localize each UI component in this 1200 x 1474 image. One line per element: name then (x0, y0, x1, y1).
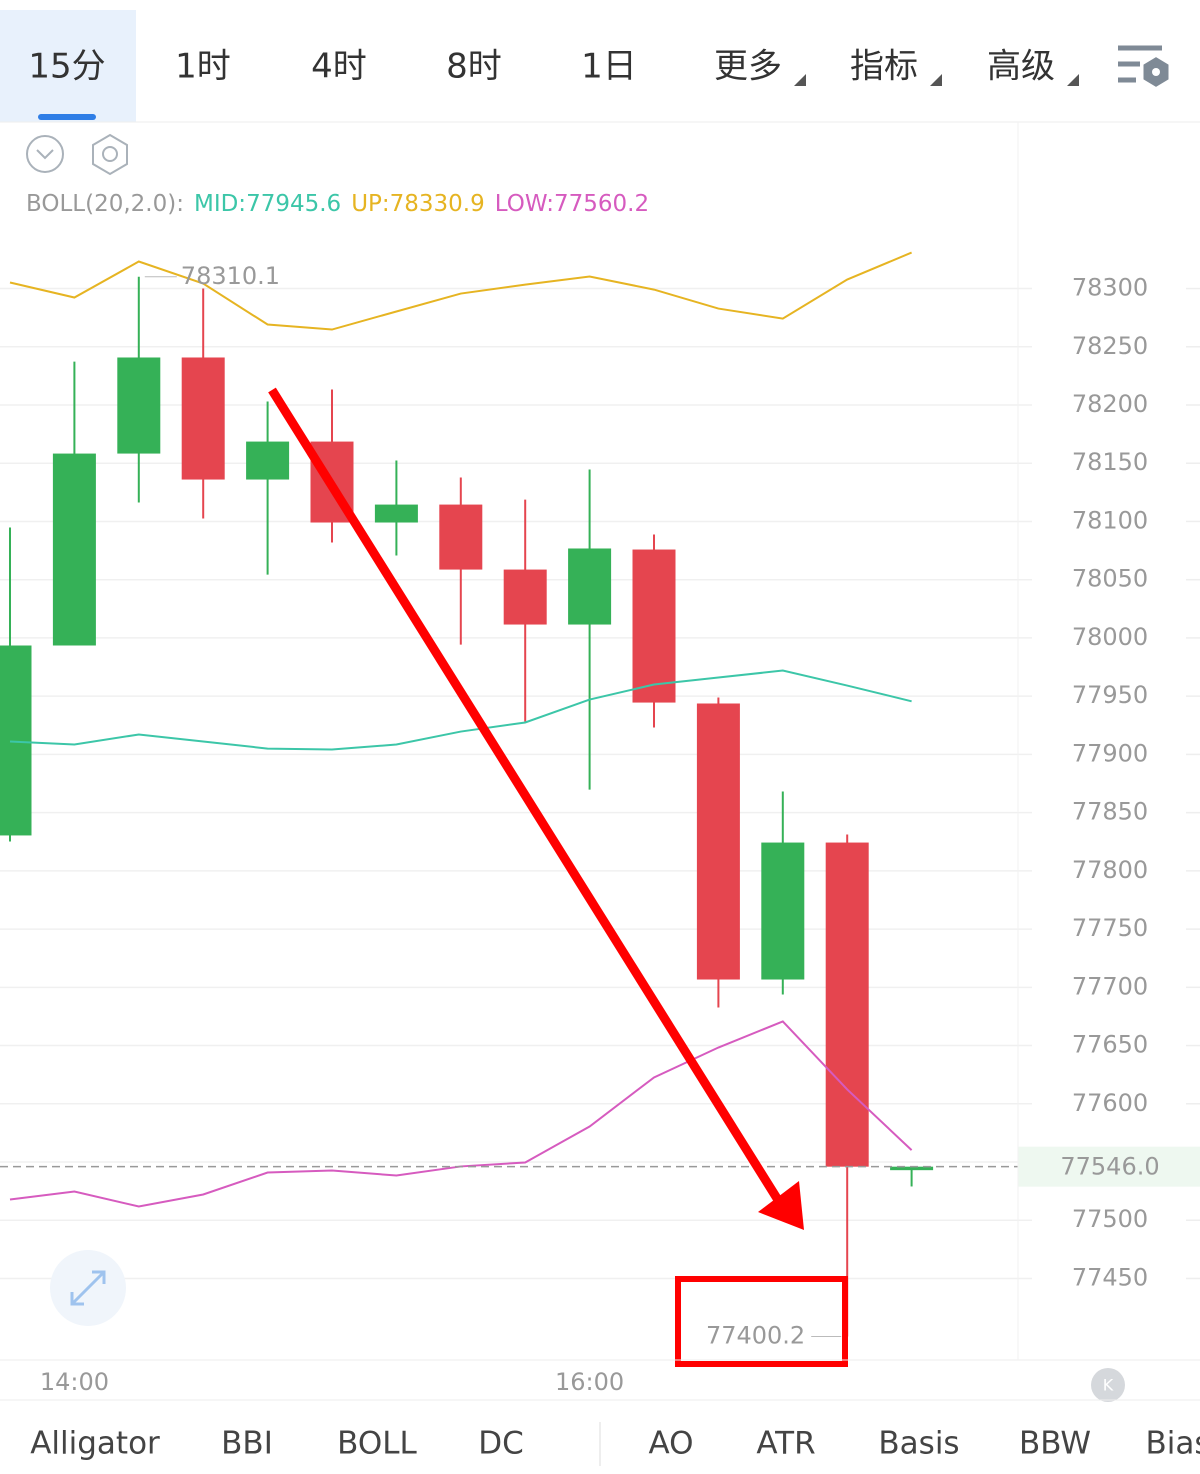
y-tick-label: 77450 (1072, 1263, 1148, 1291)
timeframe-tab[interactable]: 更多 (714, 47, 782, 87)
indicator-tabs: Alligator BBI BOLL DC AO ATR Basis BBW Bias (30, 1426, 1200, 1462)
low-label: 77400.2 (706, 1321, 805, 1349)
active-tab-bg (0, 10, 136, 122)
y-tick-label: 77750 (1072, 914, 1148, 942)
indicator-legend: BOLL(20,2.0): MID:77945.6 UP:78330.9 LOW:77… (26, 191, 649, 217)
active-tab-indicator (38, 114, 96, 120)
plot: 78310.1 77400.2 77546.0 (0, 251, 1200, 1349)
annotation-box (675, 1276, 848, 1367)
timeframe-tab[interactable]: 8时 (446, 47, 502, 87)
last-price-bg (1018, 1146, 1200, 1187)
y-tick-label: 78150 (1072, 448, 1148, 476)
y-tick-label: 77700 (1072, 972, 1148, 1000)
candle-body (0, 645, 32, 836)
grid: 7745077500775507760077650777007775077800… (0, 274, 1200, 1396)
indicator-tab[interactable]: AO (648, 1426, 693, 1462)
annotation-arrow (268, 387, 804, 1230)
legend-value: 77560.2 (554, 191, 649, 217)
indicator-tab[interactable]: Bias (1145, 1426, 1200, 1462)
timeframe-tab[interactable]: 高级 (987, 47, 1055, 87)
timeframe-tab[interactable]: 1日 (581, 47, 637, 87)
candle-body (117, 357, 161, 454)
timeframe-tabs: 15分 1时 4时 8时 1日 更多 指标 高级 (28, 47, 1079, 87)
candle-body (246, 441, 290, 480)
candle-body (181, 357, 225, 480)
timeframe-tab[interactable]: 1时 (175, 47, 231, 87)
x-tick-label: 14:00 (40, 1368, 109, 1396)
svg-text:K: K (1103, 1376, 1114, 1395)
indicator-label: BOLL(20,2.0): (26, 191, 184, 217)
legend-name: UP: (351, 191, 389, 217)
candle-body (696, 703, 740, 980)
y-tick-label: 78200 (1072, 390, 1148, 418)
y-tick-label: 78100 (1072, 506, 1148, 534)
y-tick-label: 77850 (1072, 798, 1148, 826)
indicator-tab[interactable]: Basis (878, 1426, 959, 1462)
y-tick-label: 77500 (1072, 1205, 1148, 1233)
last-price-label: 77546.0 (1060, 1153, 1159, 1181)
y-tick-label: 78300 (1072, 274, 1148, 302)
boll-line (9, 251, 912, 331)
collapse-button[interactable] (26, 135, 64, 173)
candle-body (503, 569, 547, 625)
indicator-tab[interactable]: ATR (756, 1426, 815, 1462)
indicator-tab[interactable]: BBW (1019, 1426, 1091, 1462)
timeframe-tab[interactable]: 4时 (311, 47, 367, 87)
indicator-tab[interactable]: BBI (221, 1426, 273, 1462)
candle-body (374, 504, 418, 523)
x-tick-label: 16:00 (555, 1368, 624, 1396)
scroll-latest-button[interactable]: K (1091, 1368, 1125, 1402)
settings-icon[interactable] (1118, 45, 1169, 87)
y-tick-label: 77950 (1072, 681, 1148, 709)
high-label: 78310.1 (181, 262, 280, 290)
timeframe-tab[interactable]: 15分 (28, 47, 105, 87)
candle-body (52, 453, 96, 646)
expand-button[interactable] (50, 1250, 126, 1326)
settings-button[interactable] (92, 133, 128, 176)
candle-body (761, 842, 805, 980)
legend-name: MID: (194, 191, 246, 217)
candle-body (568, 548, 612, 625)
candle-body (890, 1166, 934, 1171)
y-tick-label: 78050 (1072, 565, 1148, 593)
indicator-tab[interactable]: BOLL (337, 1426, 417, 1462)
boll-line (9, 669, 912, 751)
dropdown-caret (930, 74, 942, 86)
dropdown-caret (1067, 74, 1079, 86)
dropdown-caret (794, 74, 806, 86)
y-tick-label: 78000 (1072, 623, 1148, 651)
indicator-tab[interactable]: Alligator (30, 1426, 160, 1462)
legend: BOLL(20,2.0): MID:77945.6 UP:78330.9 LOW:77… (26, 191, 649, 217)
y-tick-label: 77600 (1072, 1089, 1148, 1117)
candle-body (439, 504, 483, 570)
candle-body (825, 842, 869, 1167)
timeframe-tab[interactable]: 指标 (850, 47, 918, 87)
candle-body (632, 549, 676, 703)
y-tick-label: 77800 (1072, 856, 1148, 884)
y-tick-label: 77650 (1072, 1031, 1148, 1059)
y-tick-label: 78250 (1072, 332, 1148, 360)
indicator-tab[interactable]: DC (478, 1426, 524, 1462)
y-tick-label: 77900 (1072, 739, 1148, 767)
legend-name: LOW: (495, 191, 554, 217)
legend-value: 77945.6 (246, 191, 341, 217)
legend-value: 78330.9 (390, 191, 485, 217)
